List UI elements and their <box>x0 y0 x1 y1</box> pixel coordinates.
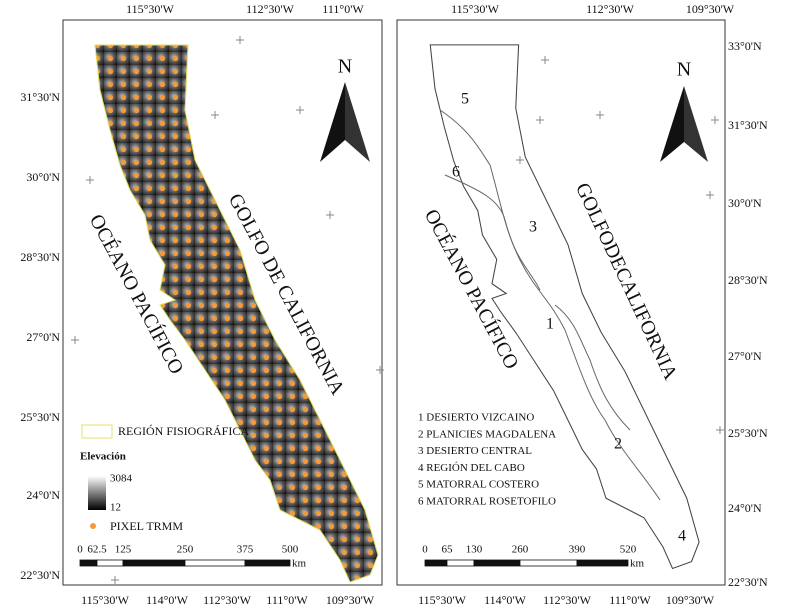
coordinate-label: 27°0'N <box>26 330 60 344</box>
coordinate-label: 24°0'N <box>26 488 60 502</box>
elevation-max: 3084 <box>110 473 133 485</box>
coordinate-label: 30°0'N <box>26 170 60 184</box>
north-arrow <box>660 86 684 162</box>
scale-bar-segment <box>519 559 578 567</box>
elevation-title: Elevación <box>80 451 126 463</box>
region-number: 2 <box>614 436 622 453</box>
scale-label: 260 <box>512 544 529 556</box>
scale-bar-segment <box>79 559 98 567</box>
scale-bar-segment <box>424 559 448 567</box>
coordinate-label: 114°0'W <box>484 593 527 607</box>
coordinate-label: 115°30'W <box>126 2 175 16</box>
coordinate-label: 22°30'N <box>20 568 60 582</box>
scale-label: 520 <box>620 544 637 556</box>
region-number: 3 <box>529 219 537 236</box>
coordinate-label: 33°0'N <box>728 39 762 53</box>
region-list-item: 6 MATORRAL ROSETOFILO <box>418 496 556 508</box>
pixel-legend: PIXEL TRMM <box>110 519 183 533</box>
coordinate-label: 22°30'N <box>728 575 768 589</box>
coordinate-label: 109°30'W <box>666 593 715 607</box>
coordinate-label: 114°0'W <box>146 593 189 607</box>
coordinate-label: 111°0'W <box>322 2 364 16</box>
region-list-item: 1 DESIERTO VIZCAINO <box>418 412 534 424</box>
north-arrow <box>684 86 708 162</box>
scale-label: 62.5 <box>87 544 107 556</box>
scale-bar-segment <box>473 559 521 567</box>
scale-label: 130 <box>466 544 483 556</box>
coordinate-label: 24°0'N <box>728 501 762 515</box>
coordinate-label: 27°0'N <box>728 349 762 363</box>
coordinate-label: 109°30'W <box>686 2 735 16</box>
coordinate-label: 115°30'W <box>81 593 130 607</box>
coordinate-label: 30°0'N <box>728 196 762 210</box>
scale-label: 125 <box>115 544 132 556</box>
coordinate-label: 112°30'W <box>586 2 635 16</box>
region-list-item: 5 MATORRAL COSTERO <box>418 479 539 491</box>
elevation-ramp <box>88 476 106 510</box>
north-label: N <box>677 59 691 81</box>
coordinate-label: 109°30'W <box>326 593 375 607</box>
coordinate-label: 115°30'W <box>451 2 500 16</box>
region-boundary <box>439 109 661 501</box>
region-legend-swatch <box>81 424 113 439</box>
coordinate-label: 112°30'W <box>543 593 592 607</box>
scale-bar-segment <box>576 559 629 567</box>
region-legend: REGIÓN FISIOGRÁFICA <box>118 424 249 438</box>
peninsula-elevation <box>94 44 379 583</box>
north-arrow <box>345 82 370 162</box>
coordinate-label: 28°30'N <box>20 250 60 264</box>
scale-label: 500 <box>282 544 299 556</box>
region-list-item: 4 REGIÓN DEL CABO <box>418 462 525 474</box>
region-boundary <box>554 304 631 431</box>
north-label: N <box>338 56 352 78</box>
coordinate-label: 111°0'W <box>266 593 308 607</box>
scale-label: 390 <box>569 544 586 556</box>
scale-label: 65 <box>442 544 454 556</box>
region-list-item: 2 PLANICIES MAGDALENA <box>418 428 556 440</box>
scale-bar-segment <box>184 559 246 567</box>
coordinate-label: 25°30'N <box>20 410 60 424</box>
scale-label: 0 <box>422 544 428 556</box>
region-number: 5 <box>461 91 469 108</box>
coordinate-label: 25°30'N <box>728 426 768 440</box>
region-number: 4 <box>678 528 686 545</box>
scale-label: 0 <box>77 544 83 556</box>
north-arrow <box>320 82 345 162</box>
elevation-min: 12 <box>110 502 121 514</box>
scale-label: 375 <box>237 544 254 556</box>
scale-label: 250 <box>177 544 194 556</box>
scale-bar-segment <box>244 559 291 567</box>
coordinate-label: 112°30'W <box>246 2 295 16</box>
scale-unit: km <box>292 558 307 570</box>
coordinate-label: 31°30'N <box>20 90 60 104</box>
coordinate-label: 28°30'N <box>728 273 768 287</box>
region-boundary <box>444 174 541 291</box>
scale-bar-segment <box>96 559 124 567</box>
region-list-item: 3 DESIERTO CENTRAL <box>418 445 532 457</box>
scale-bar-segment <box>446 559 475 567</box>
coordinate-label: 115°30'W <box>418 593 467 607</box>
coordinate-label: 111°0'W <box>609 593 651 607</box>
pixel-legend-dot <box>90 523 96 529</box>
scale-bar-segment <box>122 559 186 567</box>
coordinate-label: 31°30'N <box>728 118 768 132</box>
region-number: 1 <box>546 316 554 333</box>
scale-unit: km <box>630 558 645 570</box>
coordinate-label: 112°30'W <box>203 593 252 607</box>
region-number: 6 <box>452 164 460 181</box>
